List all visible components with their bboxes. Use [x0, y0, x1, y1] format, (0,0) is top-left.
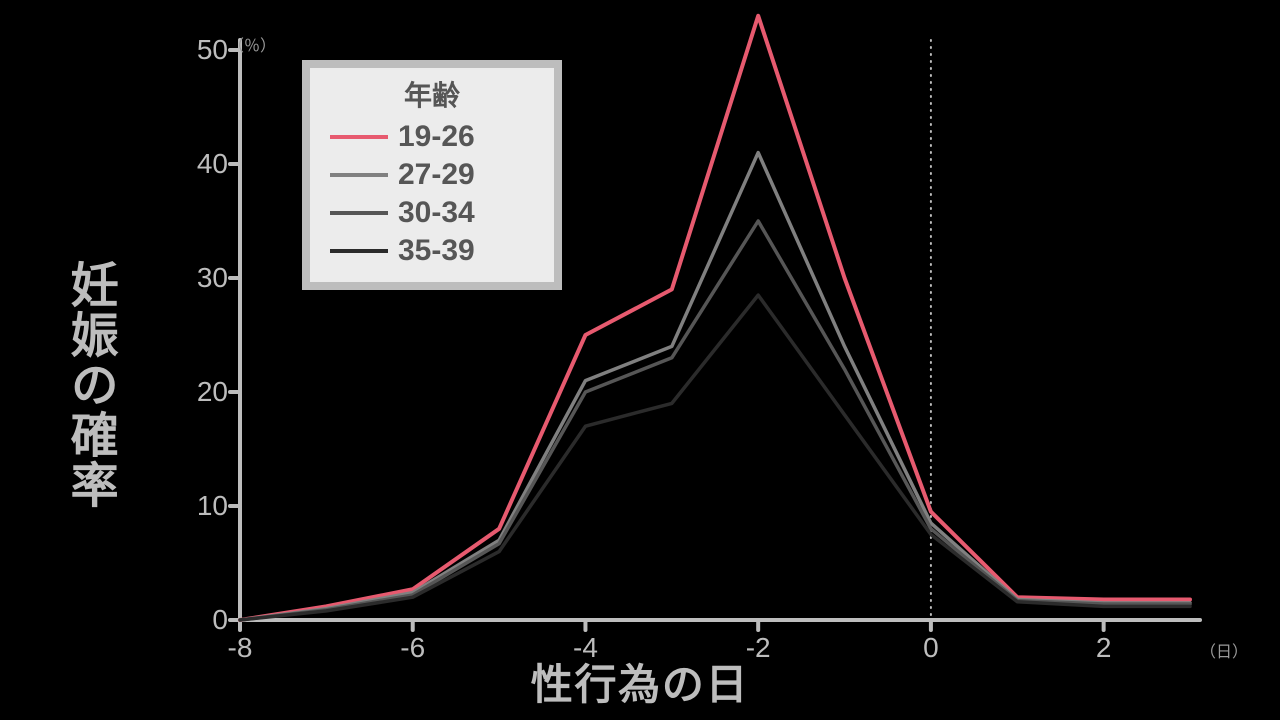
- legend-rows: 19-26 27-29 30-34 35-39: [322, 118, 542, 270]
- x-tick-label: -6: [383, 632, 443, 664]
- y-axis-label: 妊娠の確率: [60, 260, 117, 510]
- legend-item: 30-34: [322, 194, 542, 232]
- y-tick-label: 30: [168, 262, 228, 294]
- legend-item: 27-29: [322, 156, 542, 194]
- series-line: [240, 295, 1190, 620]
- legend-swatch: [330, 173, 388, 177]
- y-tick-label: 20: [168, 376, 228, 408]
- legend-box: 年齢 19-26 27-29 30-34 35-39: [302, 60, 562, 290]
- x-tick-label: 2: [1074, 632, 1134, 664]
- x-tick-label: 0: [901, 632, 961, 664]
- y-tick-label: 40: [168, 148, 228, 180]
- legend-swatch: [330, 249, 388, 253]
- chart-container: 妊娠の確率 性行為の日 （％） （日） 01020304050-8-6-4-20…: [0, 0, 1280, 720]
- legend-item: 19-26: [322, 118, 542, 156]
- x-axis-unit: （日）: [1200, 638, 1248, 662]
- legend-label: 35-39: [398, 234, 475, 268]
- y-tick-label: 50: [168, 34, 228, 66]
- y-axis-unit: （％）: [228, 32, 276, 56]
- x-tick-label: -8: [210, 632, 270, 664]
- legend-title: 年齢: [322, 74, 542, 114]
- legend-label: 27-29: [398, 158, 475, 192]
- legend-label: 30-34: [398, 196, 475, 230]
- x-tick-label: -2: [728, 632, 788, 664]
- y-tick-label: 10: [168, 490, 228, 522]
- x-tick-label: -4: [555, 632, 615, 664]
- legend-swatch: [330, 135, 388, 139]
- legend-item: 35-39: [322, 232, 542, 270]
- legend-swatch: [330, 211, 388, 215]
- legend-label: 19-26: [398, 120, 475, 154]
